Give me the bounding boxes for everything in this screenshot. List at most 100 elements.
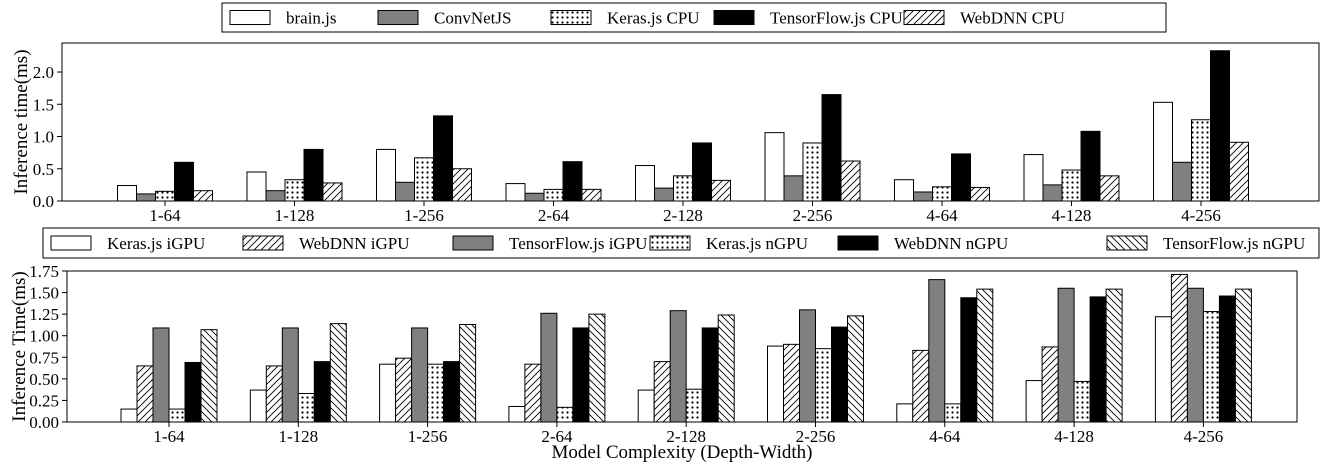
bar-keras-js-ngpu-1-64 bbox=[168, 408, 186, 423]
y-axis-title: Inference time(ms) bbox=[11, 49, 32, 194]
y-tick-label: 2.0 bbox=[33, 63, 54, 82]
bar-keras-js-igpu-4-256 bbox=[1154, 316, 1172, 423]
y-tick-label: 0.75 bbox=[29, 348, 59, 367]
legend-swatch-webdnn-igpu bbox=[242, 235, 284, 251]
legend-label-webdnn-ngpu: WebDNN nGPU bbox=[894, 234, 1008, 253]
y-tick-label: 1.00 bbox=[29, 327, 59, 346]
bar-webdnn-cpu-2-128 bbox=[711, 179, 731, 202]
bar-tensorflow-js-cpu-1-256 bbox=[433, 115, 453, 202]
x-tick-label: 4-128 bbox=[1054, 427, 1094, 446]
legend-swatch-tensorflow-js-cpu bbox=[713, 10, 755, 25]
bar-brain-js-4-64 bbox=[894, 179, 914, 202]
bar-keras-js-ngpu-2-128 bbox=[685, 388, 703, 423]
bar-keras-js-igpu-1-128 bbox=[249, 389, 267, 423]
bar-tensorflow-js-ngpu-4-64 bbox=[976, 288, 994, 423]
bar-tensorflow-js-ngpu-4-128 bbox=[1105, 288, 1123, 423]
bar-tensorflow-js-ngpu-1-128 bbox=[329, 323, 347, 423]
bar-webdnn-cpu-4-256 bbox=[1229, 141, 1249, 202]
bar-webdnn-cpu-4-64 bbox=[970, 186, 990, 202]
bar-webdnn-cpu-2-256 bbox=[840, 160, 861, 202]
x-tick-label: 2-256 bbox=[793, 206, 833, 225]
bar-keras-js-igpu-2-128 bbox=[637, 389, 655, 423]
legend-label-convnetjs: ConvNetJS bbox=[434, 9, 511, 28]
x-tick-label: 2-128 bbox=[666, 427, 706, 446]
legend-swatch-keras-js-igpu bbox=[50, 235, 92, 251]
y-tick-label: 0.0 bbox=[33, 192, 54, 211]
bar-webdnn-ngpu-2-128 bbox=[701, 327, 719, 423]
bar-brain-js-2-64 bbox=[505, 183, 526, 202]
bar-webdnn-cpu-1-64 bbox=[193, 190, 213, 202]
bar-keras-js-ngpu-4-64 bbox=[944, 403, 962, 423]
bar-tensorflow-js-ngpu-4-256 bbox=[1234, 288, 1252, 423]
x-tick-label: 4-64 bbox=[926, 206, 958, 225]
bar-tensorflow-js-igpu-1-256 bbox=[411, 327, 429, 423]
legend-swatch-tensorflow-js-ngpu bbox=[1106, 235, 1148, 251]
bar-webdnn-igpu-1-128 bbox=[265, 365, 283, 423]
bar-keras-js-cpu-4-128 bbox=[1061, 169, 1082, 202]
bar-webdnn-ngpu-2-256 bbox=[831, 326, 848, 423]
bottom-panel: 0.00 0.25 0.50 0.75 1.00 1.25 1.50 1.75 1-64 1-12… bbox=[9, 227, 1320, 463]
bar-convnetjs-4-256 bbox=[1172, 161, 1192, 202]
bar-keras-js-cpu-2-64 bbox=[543, 188, 564, 202]
bar-tensorflow-js-ngpu-2-128 bbox=[717, 314, 735, 423]
bar-tensorflow-js-cpu-4-256 bbox=[1210, 50, 1230, 202]
bar-webdnn-igpu-1-256 bbox=[395, 357, 413, 423]
bar-tensorflow-js-cpu-2-128 bbox=[692, 142, 712, 202]
legend-label-keras-js-cpu: Keras.js CPU bbox=[607, 9, 700, 28]
legend-swatch-webdnn-cpu bbox=[903, 10, 945, 25]
x-tick-label: 1-128 bbox=[275, 206, 315, 225]
bar-webdnn-cpu-1-256 bbox=[452, 168, 472, 202]
bar-webdnn-igpu-2-64 bbox=[524, 363, 542, 423]
bar-webdnn-igpu-2-128 bbox=[653, 361, 671, 423]
bar-convnetjs-2-64 bbox=[524, 192, 545, 202]
x-tick-label: 1-256 bbox=[404, 206, 444, 225]
bar-tensorflow-js-ngpu-2-256 bbox=[847, 315, 864, 423]
bar-tensorflow-js-igpu-1-128 bbox=[281, 327, 299, 423]
x-tick-label: 2-256 bbox=[796, 427, 836, 446]
x-tick-label: 1-64 bbox=[149, 206, 181, 225]
bar-webdnn-cpu-1-128 bbox=[322, 182, 343, 202]
y-tick-label: 0.50 bbox=[29, 370, 59, 389]
x-tick-label: 4-128 bbox=[1052, 206, 1092, 225]
bar-keras-js-ngpu-1-256 bbox=[427, 363, 445, 423]
bar-brain-js-1-128 bbox=[246, 171, 267, 202]
x-tick-label: 1-256 bbox=[408, 427, 448, 446]
bar-keras-js-cpu-1-256 bbox=[414, 157, 434, 202]
bar-convnetjs-2-256 bbox=[783, 175, 804, 202]
bar-tensorflow-js-ngpu-1-256 bbox=[459, 323, 477, 423]
x-tick-label: 2-64 bbox=[538, 206, 570, 225]
bar-brain-js-2-256 bbox=[764, 132, 785, 202]
bar-convnetjs-1-64 bbox=[136, 193, 156, 202]
bar-webdnn-ngpu-1-256 bbox=[443, 361, 461, 423]
bar-tensorflow-js-igpu-1-64 bbox=[152, 327, 170, 423]
x-tick-label: 4-64 bbox=[929, 427, 961, 446]
legend-swatch-keras-js-ngpu bbox=[649, 235, 691, 251]
bar-keras-js-cpu-1-128 bbox=[284, 179, 305, 202]
legend-label-brain-js: brain.js bbox=[286, 9, 337, 28]
x-tick-label: 2-128 bbox=[663, 206, 703, 225]
bar-keras-js-cpu-2-128 bbox=[673, 175, 693, 202]
y-tick-label: 0.00 bbox=[29, 413, 59, 432]
bar-tensorflow-js-igpu-4-64 bbox=[928, 279, 946, 423]
legend-label-keras-js-igpu: Keras.js iGPU bbox=[107, 234, 205, 253]
bar-webdnn-ngpu-4-256 bbox=[1218, 295, 1236, 423]
bar-brain-js-2-128 bbox=[635, 165, 655, 202]
bar-tensorflow-js-igpu-2-256 bbox=[799, 309, 816, 423]
bar-webdnn-igpu-4-128 bbox=[1041, 346, 1059, 423]
bar-keras-js-cpu-1-64 bbox=[155, 190, 175, 202]
y-tick-label: 1.75 bbox=[29, 262, 59, 281]
legend-swatch-keras-js-cpu bbox=[550, 10, 592, 25]
bar-brain-js-4-128 bbox=[1023, 154, 1044, 202]
bar-webdnn-ngpu-4-128 bbox=[1089, 296, 1107, 423]
bar-webdnn-igpu-1-64 bbox=[136, 365, 154, 423]
bar-keras-js-igpu-1-256 bbox=[379, 363, 397, 423]
legend-swatch-webdnn-ngpu bbox=[837, 235, 879, 251]
bar-keras-js-ngpu-2-256 bbox=[815, 348, 832, 423]
y-tick-label: 1.5 bbox=[33, 95, 54, 114]
bar-tensorflow-js-cpu-1-64 bbox=[174, 161, 194, 202]
legend-label-tensorflow-js-igpu: TensorFlow.js iGPU bbox=[509, 234, 647, 253]
x-tick-label: 4-256 bbox=[1184, 427, 1224, 446]
bar-webdnn-cpu-4-128 bbox=[1099, 175, 1120, 202]
x-tick-label: 4-256 bbox=[1181, 206, 1221, 225]
